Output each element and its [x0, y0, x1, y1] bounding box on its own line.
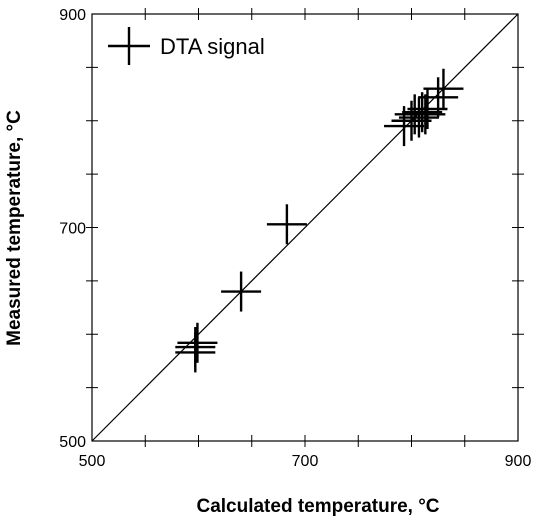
x-tick-label: 500: [79, 453, 106, 470]
data-point: [423, 68, 464, 109]
data-point: [418, 77, 459, 118]
data-point: [175, 332, 216, 373]
y-axis-title: Measured temperature, °C: [4, 110, 25, 346]
x-tick-label: 700: [292, 453, 319, 470]
legend-label: DTA signal: [160, 34, 265, 59]
data-point: [402, 92, 443, 133]
data-point: [407, 89, 448, 130]
data-point: [221, 271, 262, 312]
data-points: [175, 68, 464, 373]
data-point: [177, 322, 218, 363]
y-tick-label: 900: [59, 7, 86, 24]
y-tick-label: 700: [59, 221, 86, 238]
x-axis-title: Calculated temperature, °C: [196, 496, 439, 517]
axis-ticks: [86, 8, 524, 447]
x-tick-label: 900: [505, 453, 532, 470]
data-point: [266, 204, 307, 245]
legend: DTA signal: [108, 27, 265, 65]
identity-reference-line: [91, 13, 519, 442]
y-tick-label: 500: [59, 434, 86, 451]
data-point: [398, 97, 439, 138]
axis-tick-labels: 500 700 900 500 700 900: [59, 7, 531, 470]
